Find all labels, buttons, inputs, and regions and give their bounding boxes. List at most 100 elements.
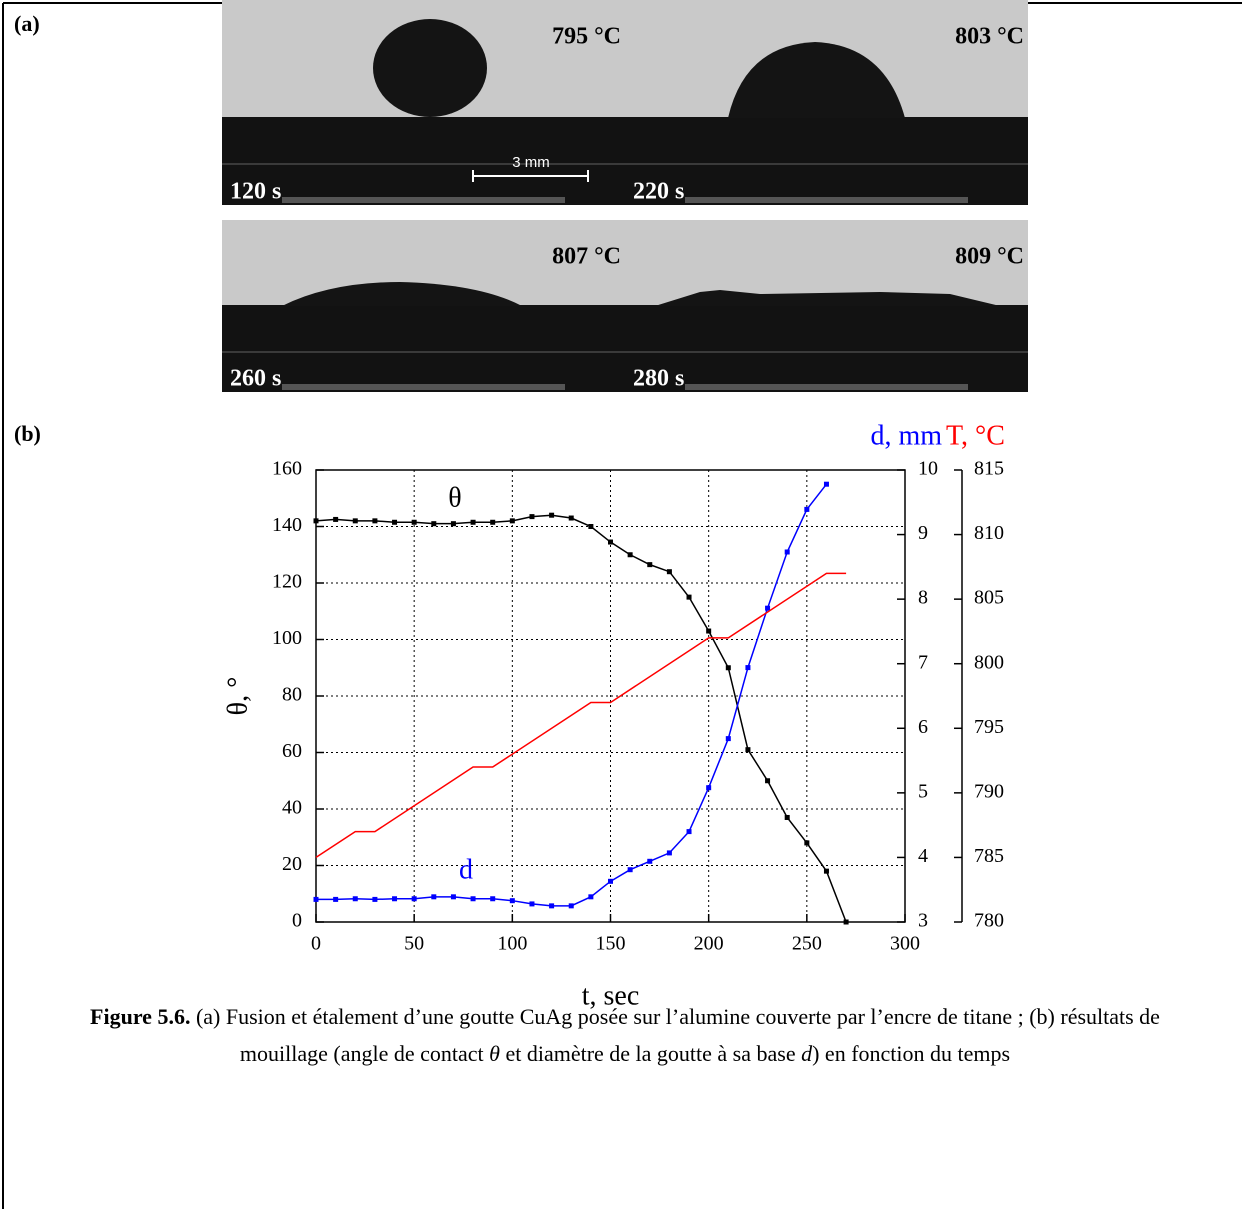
photo-temperature: 795 °C: [552, 24, 621, 50]
series-label: d: [459, 854, 473, 885]
y-tick-label: 40: [282, 797, 302, 819]
series-line: [316, 483, 828, 907]
data-point: [666, 569, 672, 575]
x-axis-label: t, sec: [582, 980, 640, 1011]
y-tick-label: 120: [272, 571, 302, 593]
data-point: [470, 896, 476, 902]
caption-label: Figure 5.6.: [90, 1004, 191, 1029]
data-point: [745, 747, 751, 753]
drop: [282, 282, 522, 306]
photo-time: 260 s: [230, 366, 281, 392]
x-tick-label: 200: [694, 933, 724, 955]
data-point: [431, 894, 437, 900]
y2-tick-label: 10: [918, 458, 938, 480]
data-point: [333, 516, 339, 522]
data-point: [568, 903, 574, 909]
data-point: [706, 628, 712, 634]
y3-tick-label: 780: [974, 910, 1004, 932]
substrate: [222, 305, 625, 392]
data-point: [627, 867, 633, 873]
data-point: [745, 665, 751, 671]
data-point: [588, 894, 594, 900]
data-point: [804, 840, 810, 846]
data-point: [765, 778, 771, 784]
y2-tick-label: 9: [918, 522, 928, 544]
panel-label: (b): [14, 421, 41, 446]
reflection: [685, 197, 968, 203]
x-tick-label: 50: [404, 933, 424, 955]
series-label: θ: [448, 482, 461, 513]
y-tick-label: 20: [282, 853, 302, 875]
data-point: [411, 896, 417, 902]
data-point: [647, 858, 653, 864]
data-point: [706, 785, 712, 791]
drop: [728, 42, 905, 118]
y-tick-label: 0: [292, 910, 302, 932]
y2-axis-label: d, mm: [870, 420, 942, 451]
data-point: [313, 896, 319, 902]
data-point: [490, 519, 496, 525]
y3-tick-label: 815: [974, 458, 1004, 480]
x-tick-label: 0: [311, 933, 321, 955]
y-tick-label: 60: [282, 740, 302, 762]
x-tick-label: 250: [792, 933, 822, 955]
drop: [655, 290, 1000, 306]
y2-tick-label: 7: [918, 651, 928, 673]
data-point: [843, 919, 849, 925]
data-point: [470, 519, 476, 525]
series-line: [315, 572, 847, 859]
data-point: [352, 896, 358, 902]
scale-bar-label: 3 mm: [512, 154, 550, 171]
y-tick-label: 160: [272, 458, 302, 480]
panel-label: (a): [14, 11, 40, 36]
data-point: [608, 878, 613, 884]
data-point: [647, 562, 653, 568]
y3-tick-label: 805: [974, 587, 1004, 609]
y-tick-label: 140: [272, 514, 302, 536]
data-point: [666, 850, 672, 856]
data-point: [372, 518, 378, 524]
data-point: [568, 515, 574, 521]
data-point: [588, 524, 594, 529]
y3-tick-label: 785: [974, 845, 1004, 867]
data-point: [509, 518, 515, 524]
photo-time: 280 s: [633, 366, 684, 392]
data-point: [529, 901, 535, 907]
data-point: [333, 896, 339, 902]
y3-tick-label: 795: [974, 716, 1004, 738]
caption-text: ) en fonction du temps: [812, 1041, 1011, 1066]
caption-symbol: θ: [489, 1041, 500, 1066]
caption-text: et diamètre de la goutte à sa base: [499, 1041, 802, 1066]
x-tick-label: 150: [596, 933, 626, 955]
data-point: [686, 829, 692, 835]
data-point: [450, 894, 456, 900]
data-point: [686, 594, 692, 600]
substrate: [625, 305, 1028, 392]
data-point: [823, 868, 829, 874]
data-point: [784, 814, 790, 820]
data-point: [352, 518, 358, 524]
y3-axis-label: T, °C: [946, 420, 1005, 451]
data-point: [823, 481, 829, 487]
data-point: [509, 898, 515, 904]
data-point: [431, 521, 437, 527]
data-point: [765, 605, 771, 611]
data-point: [392, 896, 398, 902]
caption-text: (a) Fusion et étalement d’une goutte CuA…: [195, 1004, 1160, 1066]
photo-temperature: 807 °C: [552, 244, 621, 270]
substrate: [625, 117, 1028, 205]
data-point: [549, 903, 555, 909]
y2-tick-label: 6: [918, 716, 928, 738]
data-point: [608, 539, 613, 545]
data-point: [725, 665, 731, 671]
x-tick-label: 300: [890, 933, 920, 955]
y2-tick-label: 8: [918, 587, 928, 609]
data-point: [725, 736, 731, 742]
photo-temperature: 803 °C: [955, 24, 1024, 50]
y2-tick-label: 3: [918, 910, 928, 932]
reflection: [282, 384, 565, 390]
y3-tick-label: 800: [974, 651, 1004, 673]
data-point: [627, 552, 633, 558]
data-point: [372, 896, 378, 902]
caption: Figure 5.6. (a) Fusion et étalement d’un…: [70, 998, 1180, 1072]
